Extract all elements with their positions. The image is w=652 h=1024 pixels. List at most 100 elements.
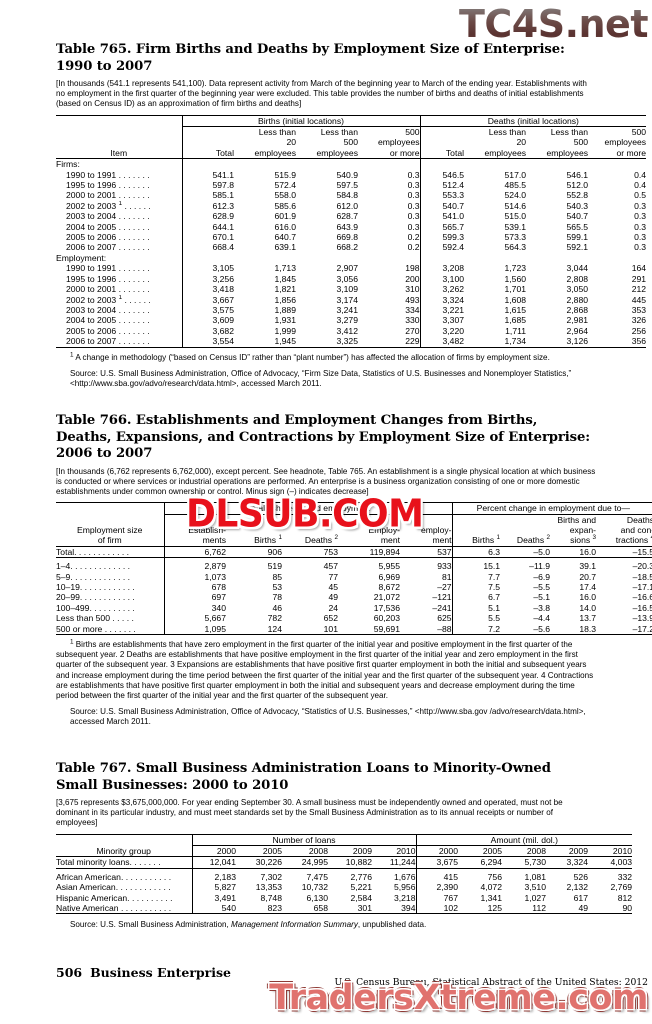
cell-value: 0.3 bbox=[407, 190, 420, 201]
cell-value: 2,132 bbox=[566, 882, 588, 893]
cell-value: 16.0 bbox=[579, 592, 597, 603]
cell-value: 1,734 bbox=[464, 336, 527, 348]
cell-value: 24 bbox=[328, 602, 338, 613]
row-label: 20–99. . . . . . . . . . . . bbox=[56, 592, 135, 603]
table-766-col-pct-deaths: Deaths 2 bbox=[516, 534, 551, 546]
table-row-section-label: Employment: bbox=[56, 252, 646, 264]
cell-value: 6.3 bbox=[451, 545, 501, 559]
cell-value: 356 bbox=[588, 336, 647, 348]
cell-value: 3,221 bbox=[419, 304, 465, 316]
row-label: African American. . . . . . . . . . . bbox=[56, 871, 172, 882]
table-row: 1995 to 1996 . . . . . . . 3,256 1,845 3,05… bbox=[56, 273, 646, 285]
cell-value: 3,109 bbox=[336, 284, 358, 295]
table-767-stub-header: Minority group bbox=[56, 833, 192, 858]
cell-value: 13.7 bbox=[579, 613, 597, 624]
table-row: 2002 to 2003 1 . . . . . . 612.3 585.6 612.… bbox=[56, 200, 646, 212]
row-label: 5–9. . . . . . . . . . . . . bbox=[56, 571, 131, 582]
table-765-headnote: [In thousands (541.1 represents 541,100)… bbox=[56, 79, 587, 109]
table-766: Employment size of firm Establishments a… bbox=[56, 502, 652, 635]
cell-value: 45 bbox=[328, 581, 338, 592]
cell-value: 585.1 bbox=[181, 190, 234, 201]
cell-value: 4,072 bbox=[480, 882, 502, 893]
cell-value: 753 bbox=[282, 545, 338, 559]
table-766-col-births: Births 1 bbox=[254, 534, 282, 546]
cell-value: 812 bbox=[617, 892, 633, 903]
row-label: 2000 to 2001 . . . . . . . bbox=[66, 284, 150, 295]
cell-value: 3,262 bbox=[419, 284, 465, 295]
cell-value: –88 bbox=[400, 623, 453, 635]
spacer-cell bbox=[358, 253, 420, 263]
cell-value: 0.2 bbox=[407, 242, 420, 253]
cell-value: 537 bbox=[400, 545, 453, 559]
cell-value: 2,390 bbox=[415, 882, 458, 893]
table-765-col-births-lt500: Less than 500 employees bbox=[316, 127, 358, 158]
cell-value: 8,748 bbox=[260, 892, 282, 903]
cell-value: 652 bbox=[323, 613, 338, 624]
cell-value: 1,608 bbox=[504, 294, 527, 305]
cell-value: 2,964 bbox=[566, 325, 589, 336]
table-row: 10–19. . . . . . . . . . . . 678 53 45 8,672… bbox=[56, 581, 652, 593]
row-label: 2005 to 2006 . . . . . . . bbox=[66, 325, 150, 336]
cell-value: 102 bbox=[415, 903, 458, 915]
cell-value: 2,907 bbox=[336, 263, 358, 274]
cell-value: 200 bbox=[405, 273, 420, 284]
cell-value: 101 bbox=[282, 623, 338, 635]
cell-value: 18.3 bbox=[550, 623, 597, 635]
cell-value: 49 bbox=[546, 903, 588, 915]
cell-value: 10,882 bbox=[328, 856, 372, 869]
row-label: 2003 to 2004 . . . . . . . bbox=[66, 304, 150, 315]
table-767-year-header: 2008 bbox=[308, 846, 328, 857]
cell-value: –16.5 bbox=[632, 602, 652, 613]
table-767: Minority group Number of loans Amount (m… bbox=[56, 833, 633, 915]
row-label: 1990 to 1991 . . . . . . . bbox=[66, 169, 150, 180]
cell-value: 59,691 bbox=[338, 623, 400, 635]
page-content: Table 765. Firm Births and Deaths by Emp… bbox=[56, 0, 652, 1024]
cell-value: 0.3 bbox=[407, 211, 420, 222]
spacer-cell bbox=[181, 158, 234, 170]
cell-value: 1,889 bbox=[274, 304, 296, 315]
cell-value: 5,730 bbox=[502, 856, 546, 869]
cell-value: 1,701 bbox=[504, 284, 527, 295]
table-765-col-deaths-total: Total bbox=[419, 126, 465, 159]
table-767-year-header: 2010 bbox=[396, 846, 416, 857]
cell-value: 125 bbox=[458, 903, 502, 915]
cell-value: 7,475 bbox=[306, 871, 328, 882]
cell-value: 1,821 bbox=[274, 284, 296, 295]
cell-value: 2,879 bbox=[163, 557, 226, 572]
cell-value: 592.4 bbox=[419, 242, 465, 253]
cell-value: 512.4 bbox=[419, 180, 465, 191]
cell-value: –13.9 bbox=[632, 613, 652, 624]
cell-value: 3,126 bbox=[526, 336, 589, 348]
cell-value: 540.7 bbox=[566, 211, 589, 222]
cell-value: 90 bbox=[588, 903, 633, 915]
table-row: 2004 to 2005 . . . . . . . 3,609 1,931 3,27… bbox=[56, 315, 646, 326]
table-765-col-deaths-lt20: Less than 20 employees bbox=[484, 127, 527, 158]
table-767-group-amount: Amount (mil. dol.) bbox=[415, 833, 633, 847]
cell-value: 6,130 bbox=[306, 892, 328, 903]
cell-value: 3,174 bbox=[336, 294, 358, 305]
cell-value: 573.3 bbox=[504, 232, 527, 243]
cell-value: 540.3 bbox=[566, 200, 589, 211]
cell-value: 77 bbox=[328, 571, 338, 582]
cell-value: 2,584 bbox=[350, 892, 372, 903]
cell-value: 1,685 bbox=[504, 315, 527, 326]
cell-value: 415 bbox=[415, 868, 458, 883]
table-766-group-percent-change: Percent change in employment due to— bbox=[451, 502, 652, 515]
table-row: Total. . . . . . . . . . . . 6,762 906 753 1… bbox=[56, 545, 652, 559]
cell-value: –3.8 bbox=[533, 602, 551, 613]
cell-value: 558.0 bbox=[274, 190, 296, 201]
cell-value: 756 bbox=[487, 871, 502, 882]
table-row: Asian American. . . . . . . . . . . . 5,8… bbox=[56, 882, 632, 893]
cell-value: –27 bbox=[437, 581, 452, 592]
cell-value: 394 bbox=[372, 903, 416, 915]
cell-value: 0.3 bbox=[634, 242, 647, 253]
row-label: 2002 to 2003 1 . . . . . . bbox=[66, 294, 151, 305]
row-label: Asian American. . . . . . . . . . . . bbox=[56, 882, 171, 893]
cell-value: 49 bbox=[328, 592, 338, 603]
table-767-year-header: 2009 bbox=[352, 846, 372, 857]
cell-value: 330 bbox=[405, 315, 420, 326]
table-row: 2004 to 2005 . . . . . . . 644.1 616.0 643.… bbox=[56, 221, 646, 233]
table-765-body: Firms: 1990 to 1991 . . . . . . . 541.1 51… bbox=[56, 158, 647, 348]
cell-value: 628.7 bbox=[336, 211, 358, 222]
cell-value: 1,856 bbox=[274, 294, 296, 305]
